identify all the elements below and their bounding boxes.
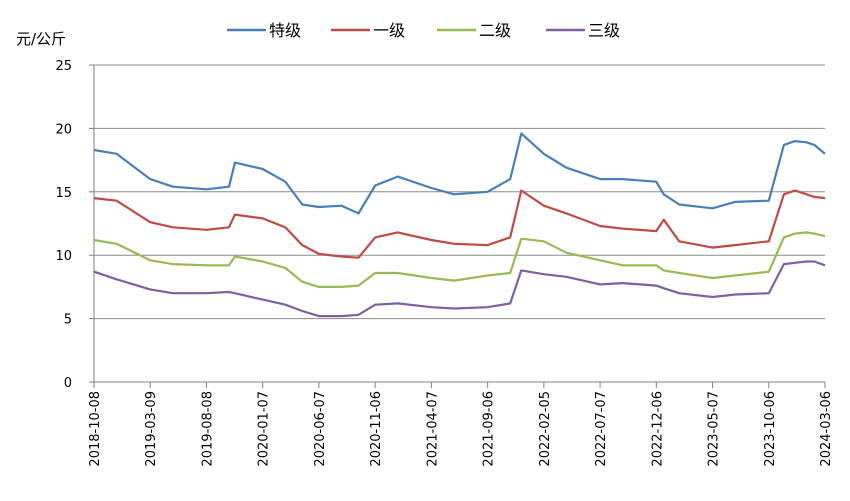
grid-lines <box>94 64 825 320</box>
legend-label: 二级 <box>479 21 511 40</box>
series-line-2 <box>93 189 826 259</box>
y-tick-label: 0 <box>64 376 72 391</box>
y-tick-label: 25 <box>55 59 72 74</box>
axes: 0 5 10 15 20 25 2018-10-08 2019-03-09 2019-08-08… <box>55 59 834 467</box>
x-tick-label: 2020-11-06 <box>369 391 384 467</box>
x-tick-label: 2021-04-07 <box>425 391 440 467</box>
x-tick-label: 2021-09-06 <box>482 391 497 467</box>
x-tick-label: 2020-01-07 <box>257 391 272 467</box>
y-tick-label: 15 <box>55 186 72 201</box>
x-tick-label: 2023-10-06 <box>763 391 778 467</box>
series-line-1 <box>93 132 826 215</box>
legend-label: 三级 <box>588 21 620 40</box>
y-tick-label: 10 <box>55 249 72 264</box>
x-tick-label: 2018-10-08 <box>88 391 103 467</box>
series-lines <box>93 132 826 318</box>
y-tick-label: 5 <box>64 313 72 328</box>
legend-label: 一级 <box>373 21 405 40</box>
x-tick-label: 2020-06-07 <box>313 391 328 467</box>
x-tick-label: 2019-03-09 <box>144 391 159 467</box>
y-tick-label: 20 <box>55 122 72 137</box>
x-tick-label: 2023-05-07 <box>707 391 722 467</box>
x-tick-label: 2022-07-07 <box>594 391 609 467</box>
x-tick-label: 2022-02-05 <box>538 391 553 467</box>
x-tick-label: 2022-12-06 <box>650 391 665 467</box>
series-line-4 <box>93 260 826 318</box>
series-line-3 <box>93 231 826 288</box>
legend-label: 特级 <box>269 21 301 40</box>
legend: 特级 一级 二级 三级 <box>227 21 620 40</box>
x-tick-label: 2019-08-08 <box>200 391 215 467</box>
y-axis-unit-label: 元/公斤 <box>16 30 66 48</box>
x-tick-label: 2024-03-06 <box>819 391 834 467</box>
